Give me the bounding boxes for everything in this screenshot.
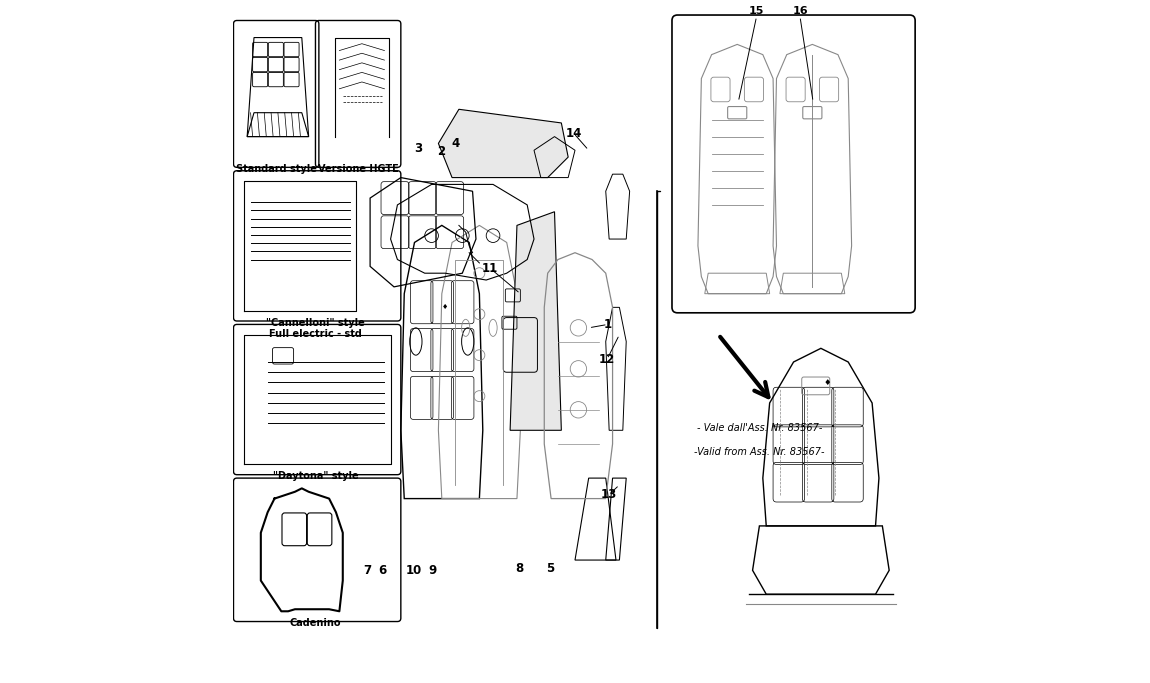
Text: 12: 12 [599, 352, 615, 366]
Text: 1: 1 [604, 318, 612, 331]
Text: -Valid from Ass. Nr. 83567-: -Valid from Ass. Nr. 83567- [695, 447, 825, 458]
Text: Cadenino: Cadenino [290, 618, 342, 628]
Text: Versione HGTE: Versione HGTE [319, 164, 399, 174]
Text: 5: 5 [546, 561, 554, 575]
Text: "Cannelloni" style
Full electric - std: "Cannelloni" style Full electric - std [266, 318, 365, 339]
Text: 4: 4 [451, 137, 460, 150]
Text: Standard style: Standard style [236, 164, 317, 174]
Text: 14: 14 [566, 126, 582, 140]
Polygon shape [511, 212, 561, 430]
Text: 6: 6 [378, 563, 386, 577]
Text: 2: 2 [437, 145, 445, 158]
Text: 16: 16 [792, 5, 808, 16]
Text: 3: 3 [414, 142, 423, 156]
Polygon shape [438, 109, 568, 178]
Text: - Vale dall'Ass. Nr. 83567-: - Vale dall'Ass. Nr. 83567- [697, 423, 822, 434]
Text: ♦: ♦ [442, 305, 448, 310]
Text: 13: 13 [601, 488, 618, 501]
Text: 8: 8 [515, 561, 523, 575]
Text: 11: 11 [482, 262, 498, 275]
Text: 7: 7 [363, 563, 371, 577]
Text: 10: 10 [406, 563, 422, 577]
Text: 15: 15 [749, 5, 764, 16]
Text: "Daytona" style: "Daytona" style [273, 471, 359, 482]
Text: 9: 9 [429, 563, 437, 577]
Text: ♦: ♦ [823, 378, 831, 387]
